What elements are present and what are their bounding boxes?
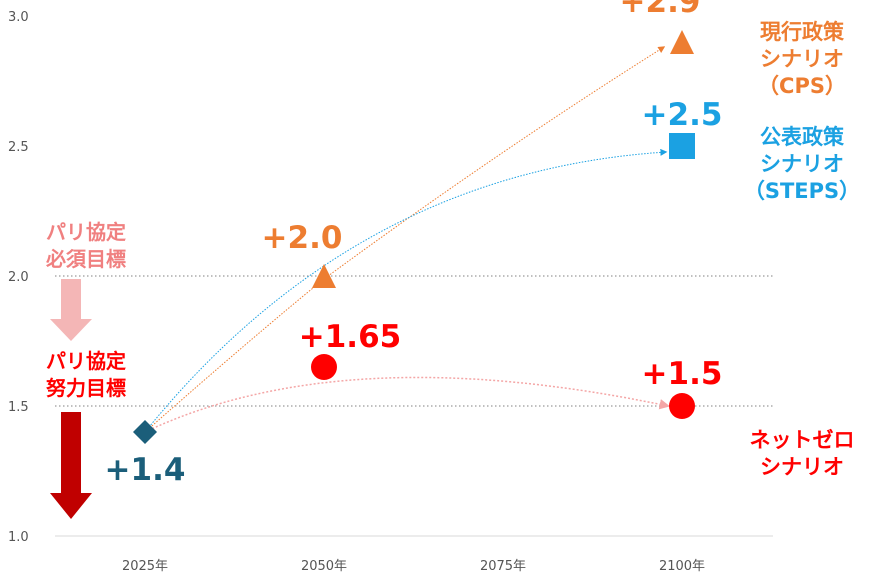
y-tick-label: 2.5: [8, 140, 29, 155]
cps-path: [144, 46, 666, 433]
cps-marker: [670, 30, 694, 54]
paris-required-goal-label: パリ協定: [46, 220, 126, 244]
netzero-value-label: +1.5: [642, 356, 723, 392]
cps-value-label: +2.9: [620, 0, 701, 20]
netzero-marker: [311, 354, 337, 380]
y-tick-label: 3.0: [8, 10, 29, 25]
steps-value-label: +2.5: [642, 97, 723, 133]
netzero-scenario-label: ネットゼロ: [750, 428, 855, 452]
x-tick-label: 2075年: [480, 559, 526, 574]
start-point-marker: [133, 420, 157, 444]
paris-required-goal-label: 必須目標: [45, 247, 126, 271]
paris-effort-goal-arrow: [50, 412, 92, 519]
cps-scenario-label: （CPS）: [758, 74, 846, 98]
cps-marker: [312, 264, 336, 288]
paris-effort-goal-label: パリ協定: [46, 349, 126, 373]
netzero-value-label: +1.65: [299, 319, 401, 355]
start-point-label: +1.4: [105, 452, 186, 488]
steps-scenario-label: （STEPS）: [744, 179, 860, 203]
steps-scenario-label: 公表政策: [760, 125, 845, 149]
netzero-scenario-label: シナリオ: [760, 455, 844, 479]
steps-scenario-label: シナリオ: [760, 152, 844, 176]
y-tick-label: 1.0: [8, 530, 29, 545]
steps-marker: [669, 133, 695, 159]
netzero-marker: [669, 393, 695, 419]
y-tick-label: 2.0: [8, 270, 29, 285]
paris-required-goal-arrow: [50, 279, 92, 341]
netzero-path: [144, 376, 671, 433]
cps-scenario-label: 現行政策: [760, 20, 845, 44]
x-tick-label: 2100年: [659, 559, 705, 574]
cps-value-label: +2.0: [262, 220, 343, 256]
cps-scenario-label: シナリオ: [760, 47, 844, 71]
y-tick-label: 1.5: [8, 400, 29, 415]
x-tick-label: 2025年: [122, 559, 168, 574]
paris-effort-goal-label: 努力目標: [46, 376, 126, 400]
x-tick-label: 2050年: [301, 559, 347, 574]
steps-path: [144, 148, 668, 433]
